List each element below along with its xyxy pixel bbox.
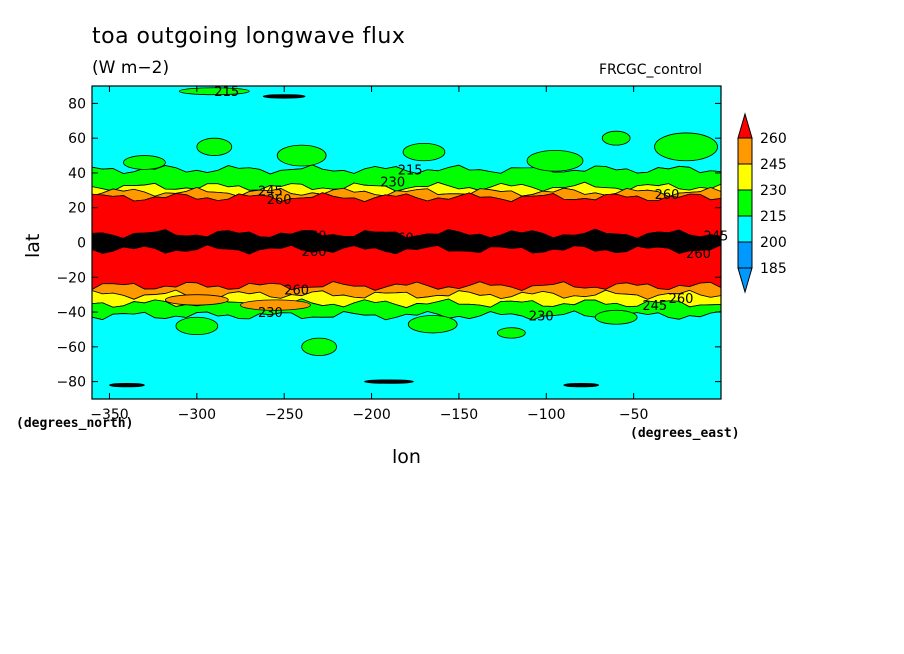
flux-patches	[109, 87, 718, 388]
flux-patch	[164, 294, 229, 306]
colorbar-swatch	[737, 137, 753, 165]
colorbar-swatch	[737, 189, 753, 217]
flux-patch	[364, 379, 414, 384]
y-tick-label: 0	[77, 236, 86, 252]
colorbar-swatch	[737, 215, 753, 243]
colorbar-under-arrow	[737, 267, 753, 294]
colorbar: 260 245 230 215 200 185	[737, 112, 787, 294]
x-tick-label: −150	[440, 407, 478, 423]
flux-patch	[526, 149, 584, 172]
x-tick-label: −100	[527, 407, 565, 423]
flux-patch	[301, 337, 338, 356]
x-tick-label: −200	[352, 407, 390, 423]
y-axis-label: lat	[22, 233, 44, 258]
contour-label: 260	[389, 231, 414, 246]
colorbar-label: 230	[760, 183, 787, 199]
y-tick-label: −20	[56, 270, 86, 286]
flux-patch	[196, 137, 233, 156]
y-axis: 80 60 40 20 0 −20 −40 −60 −80	[56, 96, 721, 391]
contour-label: 245	[642, 299, 667, 314]
y-tick-label: 40	[68, 166, 86, 182]
flux-band	[92, 310, 721, 399]
chart-title: toa outgoing longwave flux	[92, 24, 406, 49]
colorbar-label: 215	[760, 209, 787, 225]
x-axis-units: (degrees_east)	[630, 426, 740, 441]
chart-subtitle: (W m−2)	[92, 58, 170, 78]
colorbar-label: 260	[760, 131, 787, 147]
x-tick-label: −300	[178, 407, 216, 423]
flux-patch	[496, 327, 526, 339]
colorbar-swatch	[737, 241, 753, 269]
y-tick-label: −40	[56, 305, 86, 321]
contour-label: 215	[398, 163, 423, 178]
y-axis-units: (degrees_north)	[16, 416, 134, 431]
flux-patch	[109, 382, 145, 388]
flux-patch	[407, 315, 458, 334]
x-axis: −350 −300 −250 −200 −150 −100 −50	[90, 86, 648, 423]
contour-label: 245	[704, 230, 729, 245]
flux-patch	[175, 316, 219, 336]
flux-patch	[402, 142, 446, 162]
flux-patch	[240, 299, 311, 311]
contour-label: 260	[669, 292, 694, 307]
y-tick-label: 80	[68, 96, 86, 112]
contour-label: 260	[267, 193, 292, 208]
contour-label: 260	[284, 283, 309, 298]
model-annotation: FRCGC_control	[599, 62, 703, 78]
contour-label: 260	[655, 188, 680, 203]
flux-patch	[276, 144, 327, 167]
flux-patch	[654, 132, 718, 162]
contour-label: 260	[302, 245, 327, 260]
contour-label: 245	[258, 184, 283, 199]
contour-label: 260	[686, 247, 711, 262]
flux-patch	[123, 155, 166, 170]
contour-label: 230	[380, 176, 405, 191]
contour-label: 260	[302, 230, 327, 245]
colorbar-label: 200	[760, 235, 787, 251]
x-axis-label: lon	[392, 446, 421, 468]
y-tick-label: 20	[68, 201, 86, 217]
colorbar-label: 185	[760, 261, 787, 277]
y-tick-label: −60	[56, 340, 86, 356]
contour-label: 230	[529, 310, 554, 325]
x-tick-label: −50	[619, 407, 649, 423]
y-tick-label: −80	[56, 375, 86, 391]
y-tick-label: 60	[68, 131, 86, 147]
flux-band	[92, 86, 721, 175]
flux-patch	[594, 309, 638, 325]
x-tick-label: −350	[90, 407, 128, 423]
contour-label: 215	[214, 85, 239, 100]
flux-patch	[601, 130, 631, 146]
x-tick-label: −250	[265, 407, 303, 423]
flux-patch	[563, 382, 600, 388]
colorbar-label: 245	[760, 157, 787, 173]
colorbar-swatch	[737, 163, 753, 191]
colorbar-over-arrow	[737, 112, 753, 139]
contour-label: 230	[258, 306, 283, 321]
flux-patch	[262, 94, 306, 99]
